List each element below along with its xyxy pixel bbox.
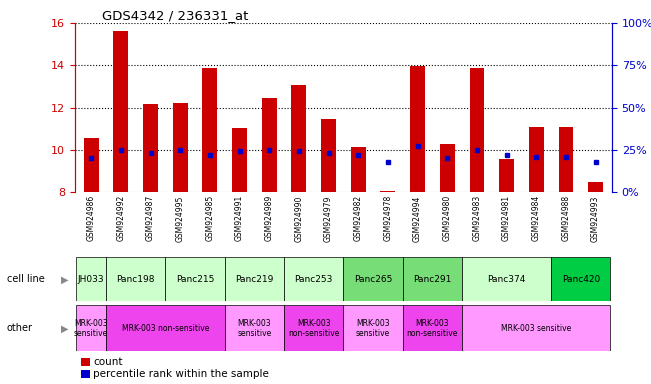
Bar (76, 257, 106, 301)
Text: Panc253: Panc253 (294, 275, 333, 284)
Text: MRK-003 non-sensitive: MRK-003 non-sensitive (122, 324, 209, 333)
Text: Panc420: Panc420 (562, 275, 600, 284)
Bar (165, 257, 225, 301)
Text: MRK-003
sensitive: MRK-003 sensitive (356, 319, 390, 338)
Text: GSM924988: GSM924988 (561, 195, 570, 241)
Text: cell line: cell line (7, 274, 44, 285)
Bar (351, 147, 366, 192)
Bar (344, 305, 403, 351)
Bar (292, 85, 307, 192)
Text: ▶: ▶ (61, 274, 68, 285)
Text: GSM924995: GSM924995 (176, 195, 185, 242)
Bar (76, 305, 106, 351)
Text: GSM924983: GSM924983 (473, 195, 482, 242)
Text: MRK-003
sensitive: MRK-003 sensitive (74, 319, 108, 338)
Text: MRK-003
non-sensitive: MRK-003 non-sensitive (288, 319, 339, 338)
Bar (262, 98, 277, 192)
Text: other: other (7, 323, 33, 333)
Bar (559, 127, 574, 192)
Bar (84, 138, 98, 192)
Bar (529, 127, 544, 192)
Text: MRK-003 sensitive: MRK-003 sensitive (501, 324, 572, 333)
Text: Panc265: Panc265 (354, 275, 393, 284)
Bar (106, 305, 225, 351)
Text: GSM924984: GSM924984 (532, 195, 541, 242)
Text: Panc374: Panc374 (488, 275, 526, 284)
Bar (225, 305, 284, 351)
Bar (232, 127, 247, 192)
Bar (403, 257, 462, 301)
Bar (344, 257, 403, 301)
Bar (284, 257, 343, 301)
Bar (225, 257, 284, 301)
Text: GSM924994: GSM924994 (413, 195, 422, 242)
Text: GSM924979: GSM924979 (324, 195, 333, 242)
Text: percentile rank within the sample: percentile rank within the sample (93, 369, 269, 379)
Text: GDS4342 / 236331_at: GDS4342 / 236331_at (102, 9, 248, 22)
Text: JH033: JH033 (78, 275, 105, 284)
Text: GSM924989: GSM924989 (265, 195, 273, 242)
Text: GSM924985: GSM924985 (205, 195, 214, 242)
Text: GSM924992: GSM924992 (117, 195, 126, 242)
Text: GSM924993: GSM924993 (591, 195, 600, 242)
Text: GSM924980: GSM924980 (443, 195, 452, 242)
Bar (202, 68, 217, 192)
Text: Panc215: Panc215 (176, 275, 214, 284)
Text: count: count (93, 357, 122, 367)
Text: Panc219: Panc219 (235, 275, 273, 284)
Bar (469, 68, 484, 192)
Bar (106, 257, 165, 301)
Bar (284, 305, 343, 351)
Bar (380, 191, 395, 192)
Text: GSM924987: GSM924987 (146, 195, 155, 242)
Text: MRK-003
non-sensitive: MRK-003 non-sensitive (407, 319, 458, 338)
Text: ▶: ▶ (61, 323, 68, 333)
Bar (410, 66, 425, 192)
Bar (462, 305, 611, 351)
Text: GSM924982: GSM924982 (353, 195, 363, 241)
Bar (551, 257, 611, 301)
Bar (143, 104, 158, 192)
Bar (462, 257, 551, 301)
Bar (113, 31, 128, 192)
Text: MRK-003
sensitive: MRK-003 sensitive (237, 319, 271, 338)
Text: GSM924978: GSM924978 (383, 195, 393, 242)
Bar (499, 159, 514, 192)
Text: GSM924991: GSM924991 (235, 195, 244, 242)
Text: Panc198: Panc198 (117, 275, 155, 284)
Bar (173, 103, 187, 192)
Text: GSM924981: GSM924981 (502, 195, 511, 241)
Bar (403, 305, 462, 351)
Bar (321, 119, 336, 192)
Text: GSM924990: GSM924990 (294, 195, 303, 242)
Text: Panc291: Panc291 (413, 275, 452, 284)
Bar (589, 182, 603, 192)
Text: GSM924986: GSM924986 (87, 195, 96, 242)
Bar (440, 144, 454, 192)
